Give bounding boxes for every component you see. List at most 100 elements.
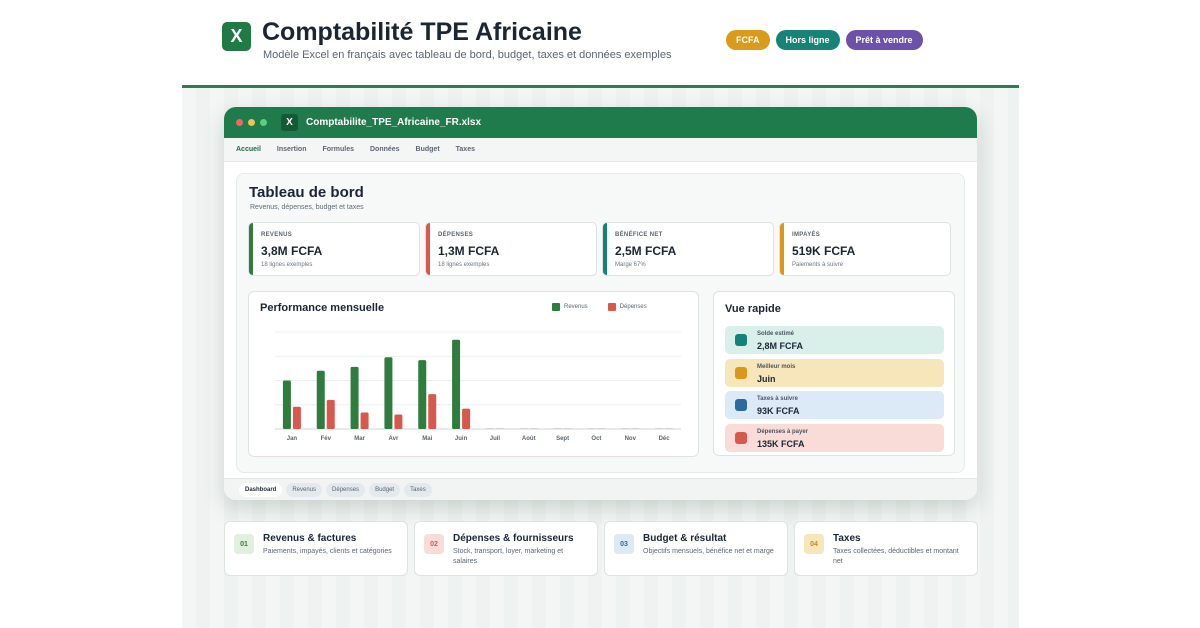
quick-item-label: Taxes à suivre <box>757 396 798 402</box>
page-title: Comptabilité TPE Africaine <box>262 18 582 46</box>
bar-revenus-2 <box>350 366 359 429</box>
feature-description: Stock, transport, loyer, marketing et sa… <box>453 548 564 565</box>
x-tick-label: Mai <box>422 436 432 442</box>
sheet-tab-revenus[interactable]: Revenus <box>286 482 323 497</box>
kpi-note: 18 lignes exemples <box>261 262 313 268</box>
feature-card-budget: 03 Budget & résultat Objectifs mensuels,… <box>604 521 788 576</box>
x-tick-label: Avr <box>389 436 399 442</box>
balance-icon <box>735 334 747 346</box>
ribbon-menu: Accueil Insertion Formules Données Budge… <box>224 138 977 162</box>
sheet-tab-budget[interactable]: Budget <box>369 482 401 497</box>
feature-description: Objectifs mensuels, bénéfice net et marg… <box>643 548 774 555</box>
excel-file-icon: X <box>281 114 298 131</box>
kpi-card-benefice-net: BÉNÉFICE NET 2,5M FCFA Marge 67% <box>602 222 774 276</box>
feature-number: 03 <box>614 534 634 554</box>
ribbon-tab-accueil[interactable]: Accueil <box>236 146 261 153</box>
bar-revenus-4 <box>418 360 427 429</box>
badge-ready-to-sell: Prêt à vendre <box>845 30 923 50</box>
bar-dpenses-2 <box>360 412 369 429</box>
kpi-note: 18 lignes exemples <box>438 262 490 268</box>
x-tick-label: Sept <box>556 436 569 442</box>
bar-dpenses-5 <box>462 408 471 429</box>
feature-description: Taxes collectées, déductibles et montant… <box>833 548 959 565</box>
feature-number: 01 <box>234 534 254 554</box>
bar-revenus-3 <box>384 357 393 429</box>
kpi-card-depenses: DÉPENSES 1,3M FCFA 18 lignes exemples <box>425 222 597 276</box>
kpi-accent-bar <box>249 223 253 275</box>
ribbon-tab-budget[interactable]: Budget <box>415 146 440 153</box>
x-tick-label: Mar <box>354 436 365 442</box>
ribbon-tab-insertion[interactable]: Insertion <box>276 146 307 153</box>
x-tick-label: Juil <box>490 436 501 442</box>
bar-dpenses-11 <box>665 428 674 429</box>
quick-item-label: Solde estimé <box>757 331 795 337</box>
performance-chart-card: Performance mensuelle Revenus Dépenses J… <box>248 291 699 457</box>
window-filename: Comptabilite_TPE_Africaine_FR.xlsx <box>306 117 482 128</box>
x-tick-label: Déc <box>659 436 671 442</box>
quick-item-value: Juin <box>757 374 776 384</box>
payment-icon <box>735 432 747 444</box>
bar-revenus-10 <box>621 428 630 429</box>
ribbon-tab-formules[interactable]: Formules <box>322 146 354 153</box>
kpi-row: REVENUS 3,8M FCFA 18 lignes exemples DÉP… <box>248 222 951 276</box>
x-tick-label: Fév <box>321 436 332 442</box>
dashboard-title: Tableau de bord <box>249 184 364 201</box>
legend-item-revenus: Revenus <box>552 303 588 311</box>
close-dot-icon[interactable] <box>236 119 243 126</box>
sheet-tab-bar: Dashboard Revenus Dépenses Budget Taxes <box>224 478 977 500</box>
x-tick-label: Jan <box>287 436 298 442</box>
badge-offline: Hors ligne <box>775 30 840 50</box>
kpi-label: REVENUS <box>261 232 293 238</box>
dashboard-subtitle: Revenus, dépenses, budget et taxes <box>250 204 364 211</box>
quick-item-value: 2,8M FCFA <box>757 341 804 351</box>
kpi-accent-bar <box>603 223 607 275</box>
sheet-tab-depenses[interactable]: Dépenses <box>326 482 366 497</box>
feature-title: Dépenses & fournisseurs <box>453 533 574 544</box>
kpi-card-revenus: REVENUS 3,8M FCFA 18 lignes exemples <box>248 222 420 276</box>
quick-view-title: Vue rapide <box>725 303 781 315</box>
bar-dpenses-8 <box>563 428 572 429</box>
bar-revenus-9 <box>587 428 596 429</box>
bar-revenus-7 <box>519 428 528 429</box>
kpi-label: DÉPENSES <box>438 232 474 238</box>
bar-dpenses-9 <box>597 428 606 429</box>
bar-dpenses-3 <box>394 414 403 429</box>
legend-label: Revenus <box>564 304 588 310</box>
bar-revenus-6 <box>485 428 494 429</box>
quick-item-label: Meilleur mois <box>757 364 796 370</box>
excel-logo-icon: X <box>222 22 251 51</box>
calendar-icon <box>735 367 747 379</box>
bar-dpenses-10 <box>631 428 640 429</box>
x-tick-label: Juin <box>455 436 468 442</box>
kpi-value: 519K FCFA <box>792 244 856 258</box>
bar-revenus-0 <box>282 380 291 429</box>
feature-description: Paiements, impayés, clients et catégorie… <box>263 548 392 555</box>
maximize-dot-icon[interactable] <box>260 119 267 126</box>
tax-icon <box>735 399 747 411</box>
feature-number: 02 <box>424 534 444 554</box>
x-tick-label: Août <box>522 436 536 442</box>
quick-item-value: 135K FCFA <box>757 439 805 449</box>
page-subtitle: Modèle Excel en français avec tableau de… <box>263 49 672 61</box>
ribbon-tab-taxes[interactable]: Taxes <box>455 146 475 153</box>
bar-revenus-11 <box>655 428 664 429</box>
kpi-accent-bar <box>426 223 430 275</box>
sheet-tab-dashboard[interactable]: Dashboard <box>239 482 283 497</box>
feature-title: Revenus & factures <box>263 533 357 544</box>
kpi-label: IMPAYÉS <box>792 232 821 238</box>
feature-number: 04 <box>804 534 824 554</box>
header-divider <box>182 85 1019 88</box>
kpi-note: Paiements à suivre <box>792 262 844 268</box>
quick-item-value: 93K FCFA <box>757 406 800 416</box>
bar-dpenses-6 <box>495 428 504 429</box>
sheet-tab-taxes[interactable]: Taxes <box>404 482 432 497</box>
feature-title: Taxes <box>833 533 861 544</box>
ribbon-tab-donnees[interactable]: Données <box>369 146 400 153</box>
bar-dpenses-0 <box>292 406 301 429</box>
performance-bar-chart: Jan Fév Mar Avr Mai Juin Juil Août Sept Oct Nov Déc <box>275 331 681 442</box>
spreadsheet-window: X Comptabilite_TPE_Africaine_FR.xlsx Acc… <box>224 107 977 500</box>
feature-card-revenus: 01 Revenus & factures Paiements, impayés… <box>224 521 408 576</box>
minimize-dot-icon[interactable] <box>248 119 255 126</box>
feature-card-taxes: 04 Taxes Taxes collectées, déductibles e… <box>794 521 978 576</box>
quick-item-solde: Solde estimé 2,8M FCFA <box>725 326 944 354</box>
